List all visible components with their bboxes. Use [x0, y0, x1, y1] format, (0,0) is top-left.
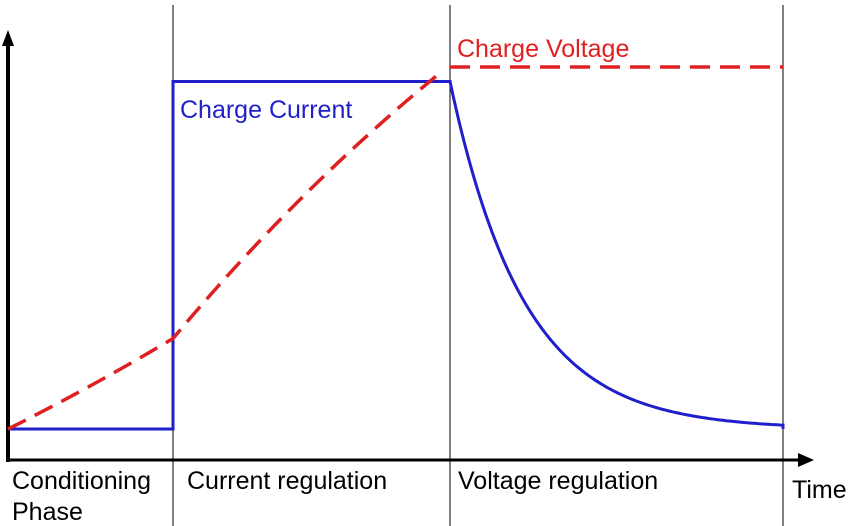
phase-label-voltage-regulation: Voltage regulation: [458, 467, 658, 495]
charge-voltage-line: [7, 65, 783, 431]
y-axis-arrowhead: [2, 30, 14, 46]
charge-current-label: Charge Current: [180, 96, 352, 124]
phase-label-conditioning-line1: Conditioning: [12, 467, 151, 495]
charge-current-line: [8, 79, 785, 431]
x-axis-arrowhead: [798, 453, 814, 467]
x-axis-label: Time: [792, 476, 847, 504]
phase-label-conditioning-line2: Phase: [12, 498, 83, 526]
phase-label-current-regulation: Current regulation: [187, 467, 387, 495]
charge-voltage-label: Charge Voltage: [457, 35, 629, 63]
